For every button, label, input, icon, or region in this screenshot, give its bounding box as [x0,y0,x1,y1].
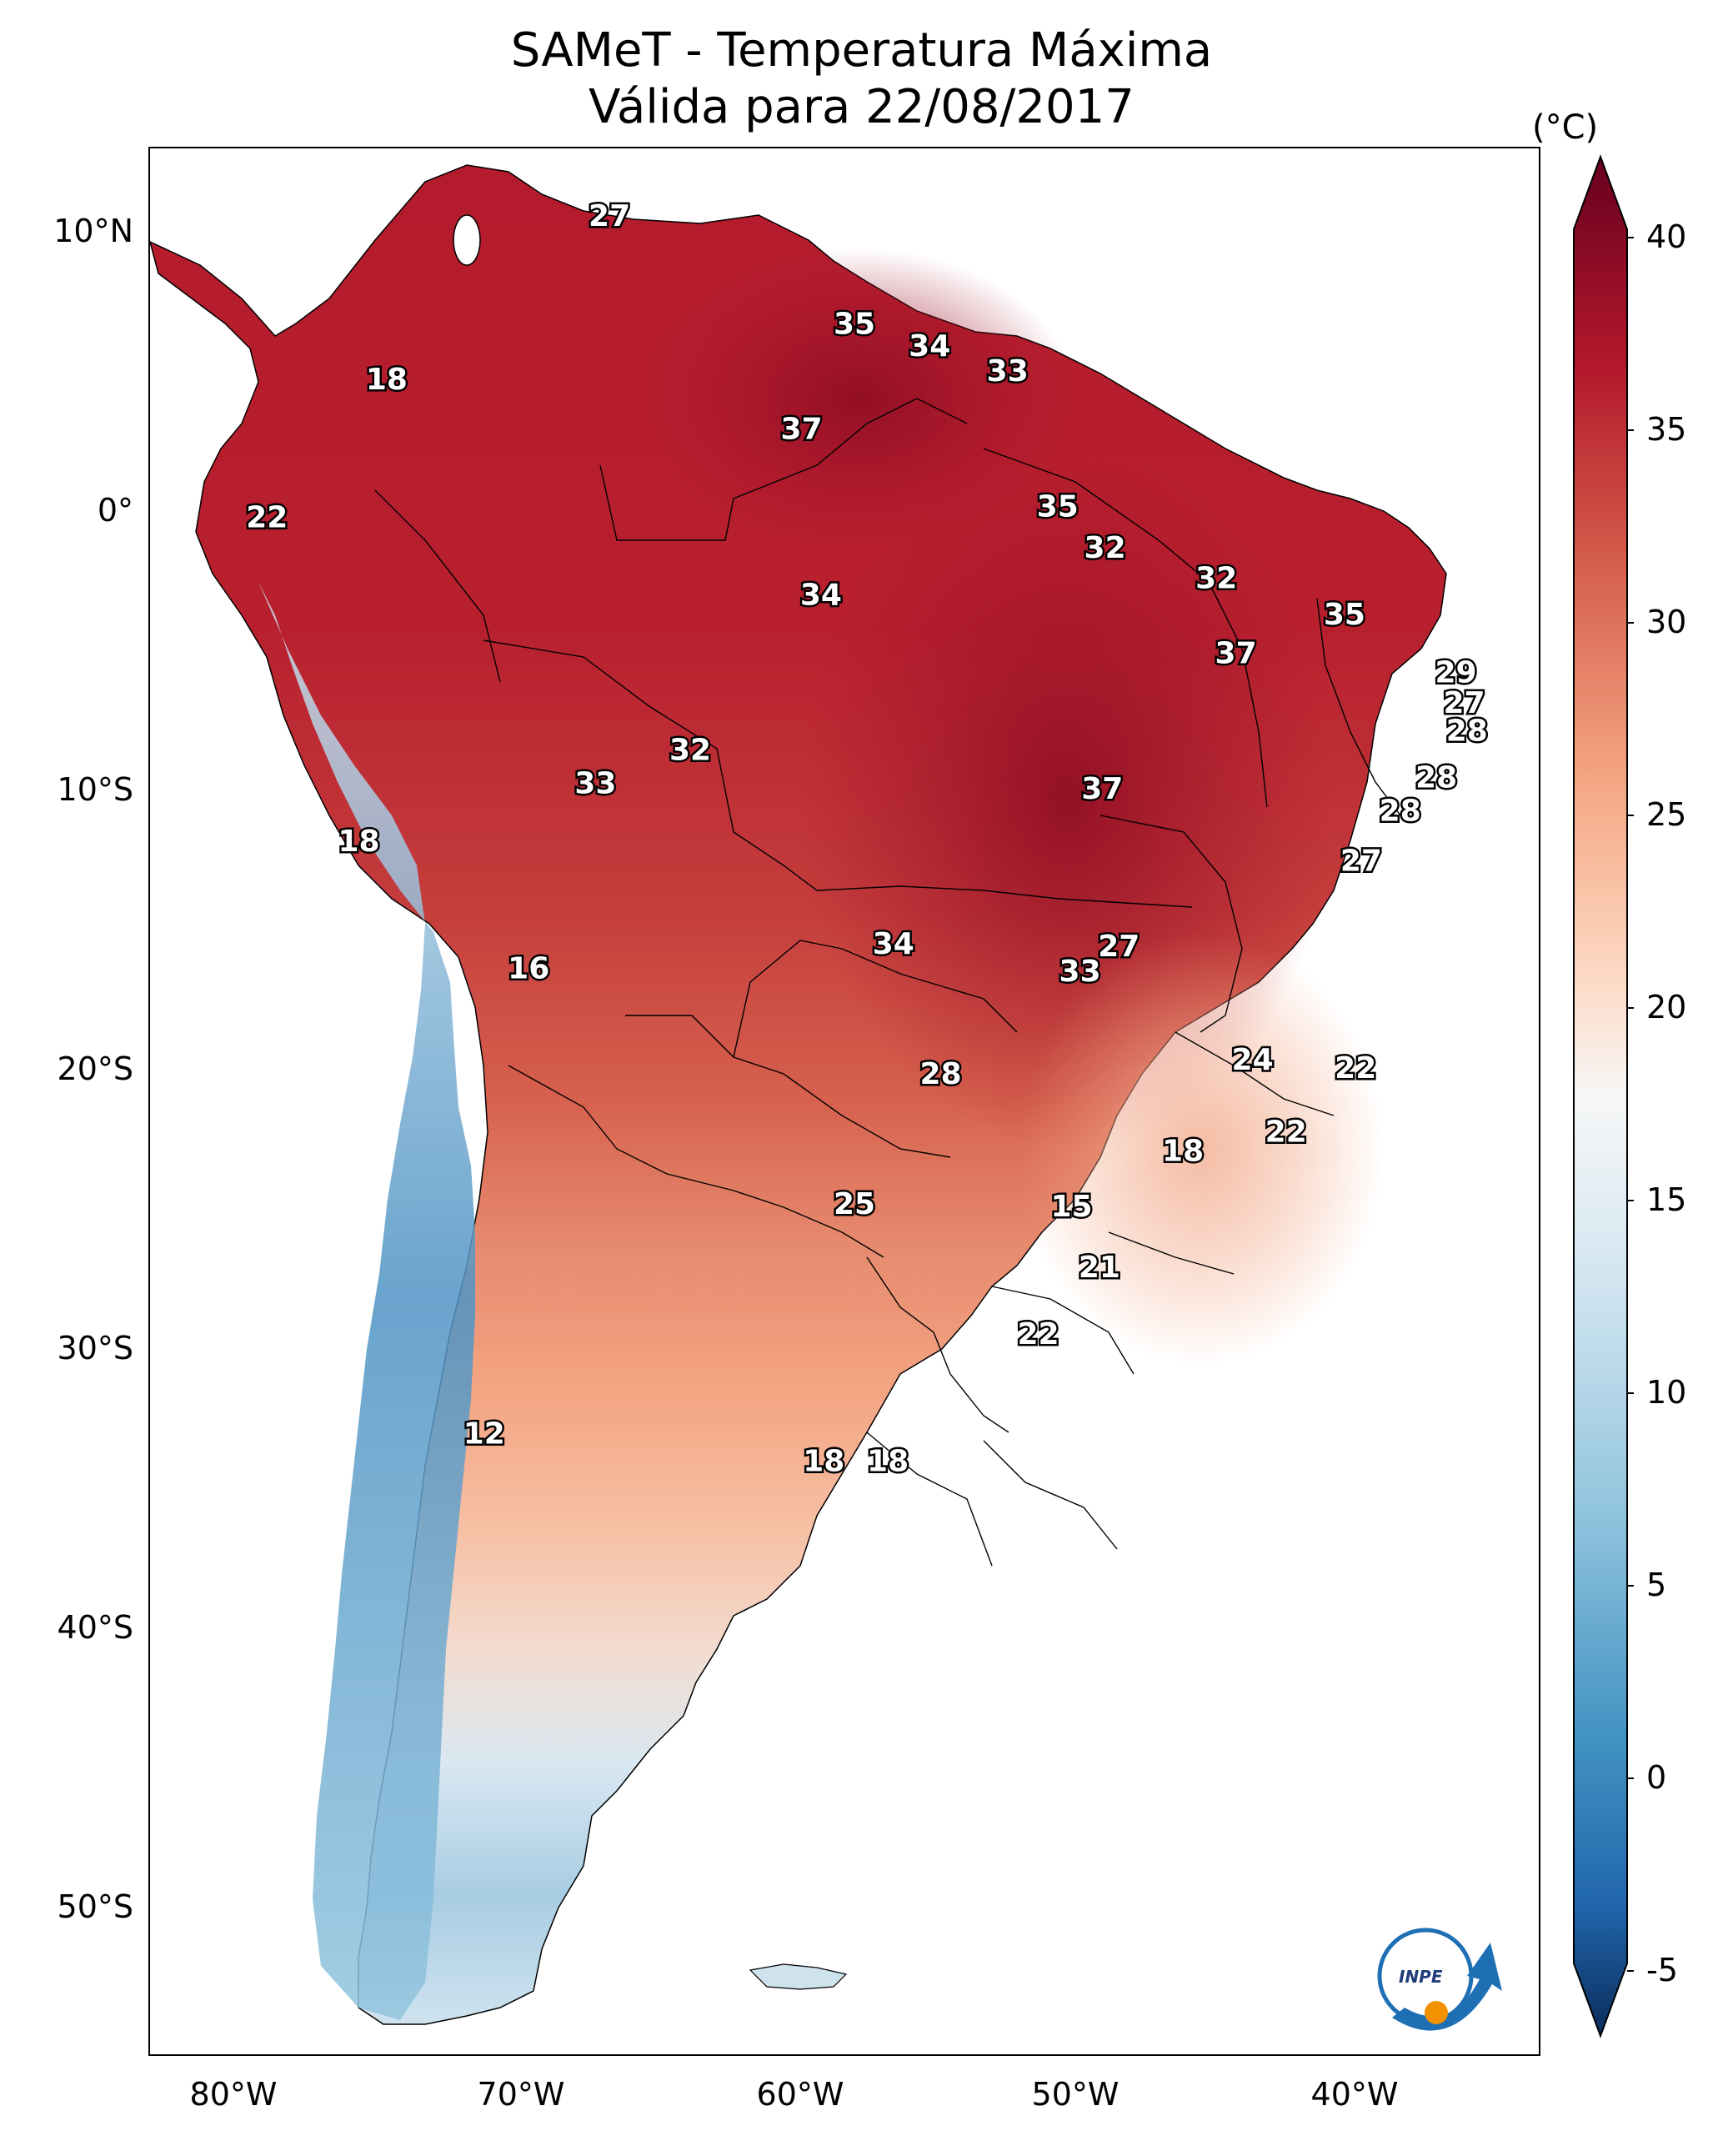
map-panel[interactable]: 27 35 34 33 18 37 22 35 32 32 34 35 37 29 27 28 32 28 33 37… [148,147,1540,2056]
contour-label: 18 [366,363,408,397]
inpe-logo: INPE [1377,1928,1502,2031]
contour-label: 18 [338,825,379,859]
contour-label: 22 [1265,1116,1307,1150]
map-subtitle: Válida para 22/08/2017 [589,80,1134,134]
contour-label: 37 [1081,772,1123,806]
heat-core-north [642,248,1075,549]
lake-maracaibo [453,214,481,266]
contour-label: 34 [800,579,842,613]
contour-label: 32 [669,734,711,768]
contour-label: 18 [867,1444,909,1478]
contour-label: 28 [1446,714,1488,748]
contour-label: 18 [1162,1135,1204,1169]
lat-label-10n: 10°N [53,213,133,249]
lat-label-30s: 30°S [57,1330,133,1366]
contour-label: 28 [1415,761,1457,795]
colorbar-label-20: 20 [1646,989,1687,1025]
contour-label: 22 [246,501,288,535]
contour-label: 27 [1098,930,1139,964]
colorbar-ticks [1627,237,1634,1972]
contour-label: 27 [1443,686,1485,720]
warm-southeast [1017,932,1384,1366]
country-borders [374,398,1401,1567]
contour-label: 32 [1195,562,1237,596]
contour-label: 34 [873,927,914,961]
contour-label: 37 [781,413,823,447]
contour-label: 33 [1059,955,1101,989]
logo-swoosh [1392,1943,1502,2031]
contour-label: 27 [1340,844,1382,878]
contour-label: 35 [834,307,875,341]
lat-label-10s: 10°S [57,771,133,808]
contour-label: 33 [987,354,1029,389]
contour-label: 18 [803,1444,844,1478]
contour-label: 12 [463,1416,505,1451]
contour-label: 35 [1324,598,1365,632]
colorbar [1573,154,1634,2038]
lon-label-60w: 60°W [756,2076,844,2113]
lat-label-0: 0° [97,492,133,529]
contour-label: 32 [1084,531,1126,565]
contour-label: 29 [1435,656,1476,690]
contour-label: 28 [1380,795,1421,829]
lon-label-80w: 80°W [189,2076,278,2113]
lat-label-50s: 50°S [57,1888,133,1925]
lat-label-20s: 20°S [57,1050,133,1087]
colorbar-label-15: 15 [1646,1181,1687,1218]
contour-label: 15 [1050,1190,1092,1224]
logo-text: INPE [1399,1967,1443,1987]
contour-label: 37 [1215,636,1257,670]
lon-label-70w: 70°W [477,2076,565,2113]
colorbar-label-0: 0 [1646,1759,1667,1796]
lon-label-40w: 40°W [1310,2076,1399,2113]
colorbar-label-30: 30 [1646,604,1687,640]
lat-label-40s: 40°S [57,1609,133,1646]
colorbar-fill [1573,154,1628,2038]
logo-sun [1425,2001,1448,2024]
colorbar-label-35: 35 [1646,411,1687,448]
colorbar-unit: (°C) [1532,108,1599,147]
lon-label-50w: 50°W [1031,2076,1119,2113]
colorbar-label-40: 40 [1646,218,1687,255]
contour-label: 22 [1335,1051,1376,1086]
andes-cool-band [258,582,475,2020]
contour-label: 35 [1037,489,1079,524]
contour-label: 34 [909,329,950,364]
contour-label: 16 [508,952,549,986]
colorbar-label-5: 5 [1646,1567,1667,1603]
contour-label: 24 [1232,1043,1274,1077]
contour-label: 28 [920,1057,962,1091]
colorbar-label-minus5: -5 [1646,1952,1678,1988]
colorbar-label-25: 25 [1646,796,1687,833]
contour-label: 22 [1017,1317,1059,1351]
contour-label: 33 [574,766,616,800]
contour-label: 27 [589,199,630,233]
falkland-islands [749,1963,848,1990]
contour-label: 25 [834,1187,875,1221]
contour-label: 21 [1079,1251,1120,1285]
map-title: SAMeT - Temperatura Máxima [510,23,1213,78]
colorbar-label-10: 10 [1646,1374,1687,1411]
